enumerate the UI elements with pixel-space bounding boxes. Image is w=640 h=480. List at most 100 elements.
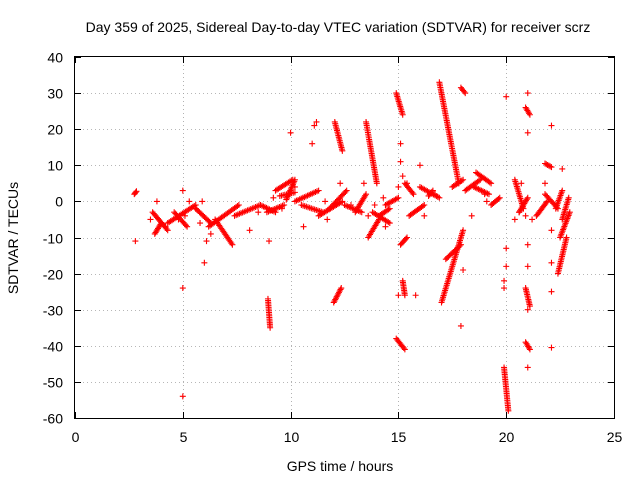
plot-frame (74, 56, 615, 419)
data-point (456, 242, 463, 249)
data-point (563, 234, 570, 241)
x-axis-label: GPS time / hours (287, 458, 394, 474)
data-point (511, 216, 518, 223)
data-point (516, 209, 523, 216)
data-point (347, 202, 354, 209)
data-point (460, 176, 467, 183)
data-point (526, 110, 533, 117)
data-point (416, 162, 423, 169)
data-point (401, 292, 408, 299)
data-point (278, 205, 285, 212)
data-point (184, 223, 191, 230)
grid (75, 57, 614, 418)
data-point (287, 129, 294, 136)
y-tick-label: -20 (43, 267, 63, 283)
data-point (559, 165, 566, 172)
data-point (291, 183, 298, 190)
data-point (192, 205, 199, 212)
y-tick-label: 20 (47, 122, 63, 138)
data-point (363, 191, 370, 198)
data-point (524, 129, 531, 136)
data-point (365, 212, 372, 219)
data-point (495, 195, 502, 202)
data-point (460, 227, 467, 234)
data-point (419, 202, 426, 209)
data-point (197, 220, 204, 227)
data-points (131, 79, 573, 414)
data-point (461, 88, 468, 95)
data-point (548, 344, 555, 351)
data-point (395, 292, 402, 299)
data-point (281, 202, 288, 209)
data-point (203, 238, 210, 245)
x-tick-label: 5 (180, 429, 188, 445)
data-point (402, 235, 409, 242)
data-point (542, 160, 549, 167)
data-point (566, 209, 573, 216)
data-point (199, 198, 206, 205)
y-tick-label: -50 (43, 375, 63, 391)
data-point (548, 227, 555, 234)
data-point (542, 180, 549, 187)
data-point (132, 238, 139, 245)
data-point (158, 220, 165, 227)
data-point (338, 285, 345, 292)
data-point (337, 180, 344, 187)
data-point (412, 292, 419, 299)
data-point (400, 345, 407, 352)
data-point (486, 179, 493, 186)
data-point (266, 238, 273, 245)
data-point (373, 180, 380, 187)
data-point (186, 198, 193, 205)
data-point (322, 198, 329, 205)
data-point (311, 122, 318, 129)
data-point (175, 216, 182, 223)
data-point (548, 288, 555, 295)
data-point (518, 180, 525, 187)
y-tick-label: 10 (47, 158, 63, 174)
data-point (270, 194, 277, 201)
data-point (153, 198, 160, 205)
data-point (462, 90, 469, 97)
data-point (309, 140, 316, 147)
data-point (488, 180, 495, 187)
data-point (460, 266, 467, 273)
data-point (300, 223, 307, 230)
y-tick-label: 0 (55, 194, 63, 210)
data-point (429, 187, 436, 194)
data-point (291, 176, 298, 183)
data-point (162, 223, 169, 230)
data-point (565, 194, 572, 201)
y-axis-label: SDTVAR / TECUs (5, 182, 21, 294)
data-point (543, 161, 550, 168)
y-tick-label: 40 (47, 50, 63, 66)
data-point (339, 147, 346, 154)
data-point (481, 191, 488, 198)
data-point (526, 344, 533, 351)
x-tick-label: 15 (391, 429, 407, 445)
data-point (395, 183, 402, 190)
data-point (522, 212, 529, 219)
data-point (503, 245, 510, 252)
data-point (526, 303, 533, 310)
data-point (164, 227, 171, 234)
data-point (313, 118, 320, 125)
data-point (343, 187, 350, 194)
data-point (524, 194, 531, 201)
data-point (157, 221, 164, 228)
x-tick-label: 10 (284, 429, 300, 445)
data-point (524, 306, 531, 313)
data-point (526, 346, 533, 353)
data-point (397, 158, 404, 165)
data-point (421, 202, 428, 209)
y-tick-label: -40 (43, 339, 63, 355)
y-tick-label: 30 (47, 86, 63, 102)
data-point (385, 206, 392, 213)
data-point (529, 216, 536, 223)
data-point (475, 177, 482, 184)
data-point (132, 189, 139, 196)
data-point (524, 90, 531, 97)
data-point (524, 241, 531, 248)
data-point (386, 205, 393, 212)
